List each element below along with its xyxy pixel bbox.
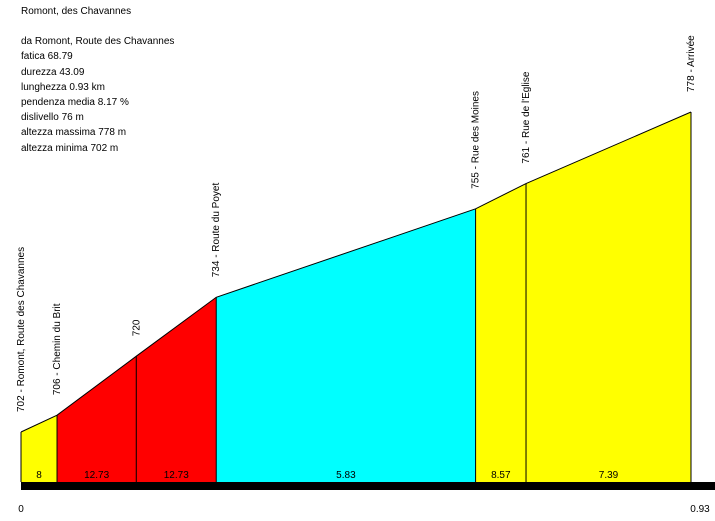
info-panel: Romont, des Chavannes da Romont, Route d… [21, 4, 174, 156]
point-elevation-label: 761 - Rue de l'Eglise [521, 71, 532, 163]
point-elevation-label: 702 - Romont, Route des Chavannes [16, 247, 27, 412]
profile-segment [21, 415, 58, 482]
segment-gradient-label: 8 [36, 470, 42, 481]
profile-segment [136, 297, 217, 482]
segment-gradient-label: 8.57 [491, 470, 511, 481]
point-elevation-label: 706 - Chemin du Brit [52, 303, 63, 395]
segment-gradient-label: 12.73 [84, 470, 109, 481]
segment-gradient-label: 5.83 [336, 470, 356, 481]
point-elevation-label: 778 - Arrivée [686, 35, 697, 92]
stat-lunghezza: lunghezza 0.93 km [21, 81, 105, 93]
x-tick-label: 0.93 [690, 504, 710, 515]
stat-durezza: durezza 43.09 [21, 66, 85, 78]
stat-altezza-minima: altezza minima 702 m [21, 142, 119, 154]
stat-pendenza: pendenza media 8.17 % [21, 97, 129, 109]
point-elevation-label: 755 - Rue des Moines [471, 91, 482, 189]
profile-segment [57, 356, 137, 482]
profile-segment [216, 208, 476, 482]
profile-segment [475, 183, 527, 482]
point-elevation-label: 734 - Route du Poyet [211, 183, 222, 278]
chart-title: Romont, des Chavannes [21, 6, 132, 17]
stat-dislivello: dislivello 76 m [21, 112, 84, 124]
point-elevation-label: 720 [131, 319, 142, 336]
stat-altezza-massima: altezza massima 778 m [21, 127, 127, 139]
stat-fatica: fatica 68.79 [21, 51, 73, 63]
baseline-bar [21, 482, 715, 490]
x-tick-label: 0 [18, 504, 24, 515]
profile-segment [526, 112, 691, 482]
segment-gradient-label: 12.73 [164, 470, 189, 481]
segment-gradient-label: 7.39 [599, 470, 619, 481]
stat-start: da Romont, Route des Chavannes [21, 36, 175, 48]
